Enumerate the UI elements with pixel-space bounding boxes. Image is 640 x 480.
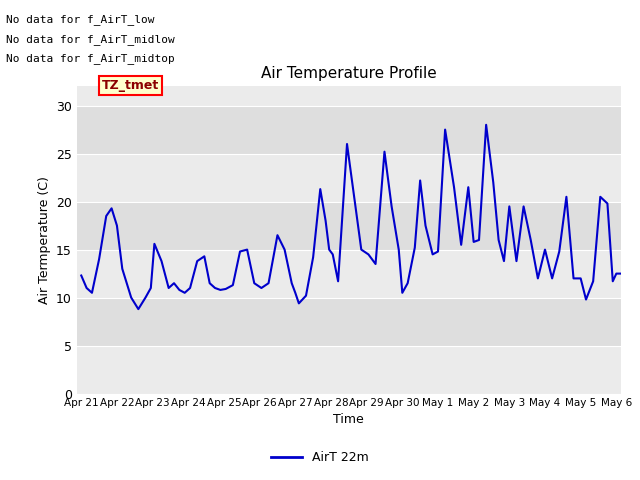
- Y-axis label: Air Termperature (C): Air Termperature (C): [38, 176, 51, 304]
- Bar: [77, 202, 621, 250]
- Bar: [77, 250, 621, 298]
- Bar: [77, 106, 621, 154]
- Text: No data for f_AirT_low: No data for f_AirT_low: [6, 14, 155, 25]
- Bar: [77, 298, 621, 346]
- Text: No data for f_AirT_midlow: No data for f_AirT_midlow: [6, 34, 175, 45]
- Text: TZ_tmet: TZ_tmet: [102, 79, 159, 92]
- Title: Air Temperature Profile: Air Temperature Profile: [261, 66, 436, 81]
- Legend: AirT 22m: AirT 22m: [266, 446, 374, 469]
- Bar: [77, 346, 621, 394]
- X-axis label: Time: Time: [333, 413, 364, 426]
- Bar: [77, 154, 621, 202]
- Text: No data for f_AirT_midtop: No data for f_AirT_midtop: [6, 53, 175, 64]
